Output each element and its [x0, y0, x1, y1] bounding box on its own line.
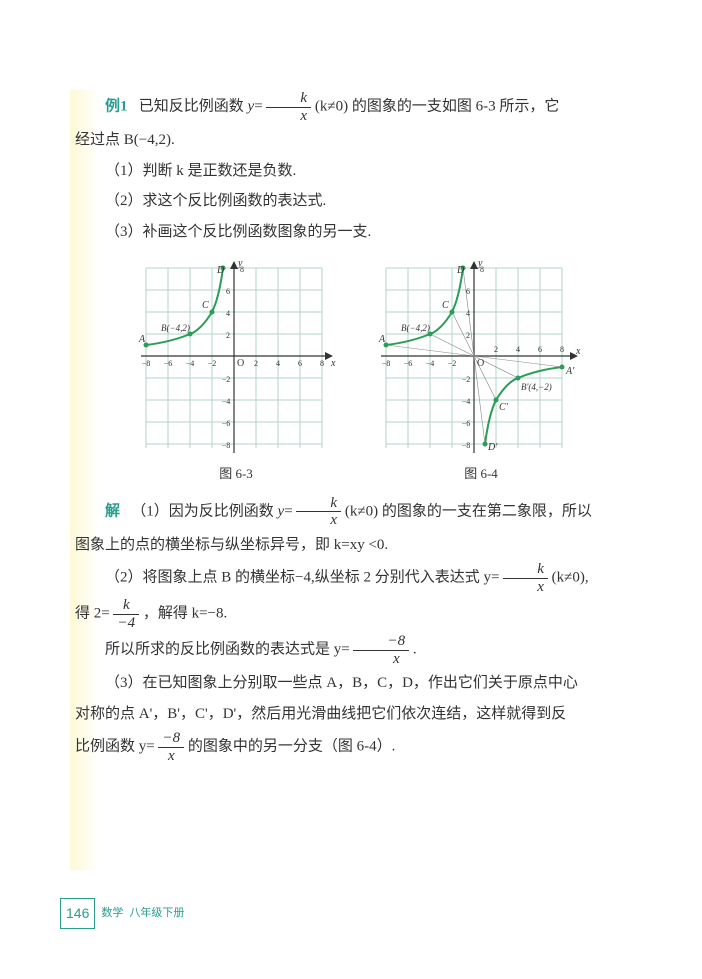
- example-label: 例1: [105, 98, 128, 114]
- ans1-prefix: （1）因为反比例函数: [131, 503, 277, 519]
- svg-text:−8: −8: [462, 441, 471, 450]
- page-footer: 146 数学 八年级下册: [60, 898, 184, 929]
- ans3-suffix: (k≠0),: [552, 570, 589, 586]
- svg-text:4: 4: [226, 309, 230, 318]
- figure-caption-1: 图 6-3: [131, 462, 341, 487]
- svg-text:A: A: [378, 334, 386, 345]
- svg-text:−2: −2: [448, 359, 457, 368]
- svg-text:x: x: [330, 358, 336, 369]
- intro-prefix: 已知反比例函数: [139, 98, 248, 114]
- page-number: 146: [60, 898, 95, 929]
- fraction-k-x: k x: [266, 90, 311, 124]
- svg-text:6: 6: [226, 287, 230, 296]
- figures-container: y x O D 8 C B(−4,2) A −8−6−4−2 2468 642 …: [75, 258, 647, 487]
- answer-label: 解: [105, 503, 120, 519]
- answer-p6: （3）在已知图象上分别取一些点 A，B，C，D，作出它们关于原点中心: [75, 669, 647, 698]
- svg-text:8: 8: [560, 345, 564, 354]
- svg-text:C: C: [442, 300, 449, 311]
- svg-text:D: D: [216, 265, 225, 276]
- svg-text:B'(4,−2): B'(4,−2): [521, 382, 552, 392]
- svg-text:A: A: [138, 334, 146, 345]
- chart-6-4: y x O D 8 C B(−4,2) A A' B'(4,−2) C' D' …: [371, 258, 591, 458]
- svg-text:C': C': [499, 402, 509, 413]
- svg-text:−4: −4: [426, 359, 435, 368]
- svg-text:B(−4,2): B(−4,2): [161, 323, 190, 333]
- ans1-mid: (k≠0) 的图象的一支在第二象限，所以: [345, 503, 592, 519]
- point-line: 经过点 B(−4,2).: [75, 126, 647, 155]
- page-body: 例1 已知反比例函数 y= k x (k≠0) 的图象的一支如图 6-3 所示，…: [0, 0, 702, 806]
- svg-text:−2: −2: [208, 359, 217, 368]
- svg-text:B(−4,2): B(−4,2): [401, 323, 430, 333]
- answer-p5: 所以所求的反比例函数的表达式是 y= −8x .: [75, 633, 647, 667]
- svg-text:−6: −6: [164, 359, 173, 368]
- svg-text:4: 4: [466, 309, 470, 318]
- svg-text:D': D': [487, 442, 498, 453]
- ans8-prefix: 比例函数 y=: [75, 739, 155, 755]
- svg-text:−6: −6: [222, 419, 231, 428]
- svg-text:−8: −8: [222, 441, 231, 450]
- figure-caption-2: 图 6-4: [371, 462, 591, 487]
- svg-text:C: C: [202, 300, 209, 311]
- svg-text:−6: −6: [404, 359, 413, 368]
- svg-text:2: 2: [226, 331, 230, 340]
- ans3-prefix: （2）将图象上点 B 的横坐标−4,纵坐标 2 分别代入表达式 y=: [105, 570, 499, 586]
- denominator: x: [266, 108, 311, 125]
- var-y: y: [248, 98, 255, 114]
- svg-text:4: 4: [276, 359, 280, 368]
- svg-text:D: D: [456, 265, 465, 276]
- svg-text:O: O: [237, 358, 244, 369]
- q3: （3）补画这个反比例函数图象的另一支.: [75, 218, 647, 247]
- answer-p3: （2）将图象上点 B 的横坐标−4,纵坐标 2 分别代入表达式 y= kx (k…: [75, 561, 647, 595]
- q2: （2）求这个反比例函数的表达式.: [75, 187, 647, 216]
- svg-text:8: 8: [320, 359, 324, 368]
- ans5-suffix: .: [413, 642, 417, 658]
- svg-text:8: 8: [480, 265, 484, 274]
- figure-6-3: y x O D 8 C B(−4,2) A −8−6−4−2 2468 642 …: [131, 258, 341, 487]
- numerator: k: [266, 90, 311, 108]
- svg-text:−2: −2: [462, 375, 471, 384]
- svg-text:6: 6: [538, 345, 542, 354]
- svg-text:−8: −8: [142, 359, 151, 368]
- svg-text:6: 6: [298, 359, 302, 368]
- ans8-suffix: 的图象中的另一分支（图 6-4）.: [188, 739, 396, 755]
- answer-p7: 对称的点 A'，B'，C'，D'，然后用光滑曲线把它们依次连结，这样就得到反: [75, 700, 647, 729]
- ans4-prefix: 得 2=: [75, 606, 110, 622]
- svg-text:−4: −4: [186, 359, 195, 368]
- example-intro: 例1 已知反比例函数 y= k x (k≠0) 的图象的一支如图 6-3 所示，…: [75, 90, 647, 124]
- svg-text:6: 6: [466, 287, 470, 296]
- svg-text:4: 4: [516, 345, 520, 354]
- svg-text:−4: −4: [222, 397, 231, 406]
- answer-p2: 图象上的点的横坐标与纵坐标异号，即 k=xy <0.: [75, 531, 647, 560]
- figure-6-4: y x O D 8 C B(−4,2) A A' B'(4,−2) C' D' …: [371, 258, 591, 487]
- ans4-suffix: ，解得 k=−8.: [143, 606, 227, 622]
- svg-text:2: 2: [254, 359, 258, 368]
- svg-text:8: 8: [240, 265, 244, 274]
- ans5-prefix: 所以所求的反比例函数的表达式是 y=: [105, 642, 350, 658]
- answer-p1: 解 （1）因为反比例函数 y= kx (k≠0) 的图象的一支在第二象限，所以: [75, 495, 647, 529]
- q1: （1）判断 k 是正数还是负数.: [75, 157, 647, 186]
- svg-text:−8: −8: [382, 359, 391, 368]
- answer-p4: 得 2= k−4 ，解得 k=−8.: [75, 597, 647, 631]
- svg-text:2: 2: [466, 331, 470, 340]
- chart-6-3: y x O D 8 C B(−4,2) A −8−6−4−2 2468 642 …: [131, 258, 341, 458]
- svg-text:−4: −4: [462, 397, 471, 406]
- footer-grade: 八年级下册: [129, 903, 184, 924]
- svg-text:2: 2: [494, 345, 498, 354]
- footer-subject: 数学: [101, 903, 123, 924]
- svg-text:A': A': [565, 366, 575, 377]
- svg-text:O: O: [477, 358, 484, 369]
- intro-suffix: 的图象的一支如图 6-3 所示，它: [352, 98, 560, 114]
- svg-text:−2: −2: [222, 375, 231, 384]
- answer-p8: 比例函数 y= −8x 的图象中的另一分支（图 6-4）.: [75, 730, 647, 764]
- svg-text:x: x: [575, 346, 581, 357]
- svg-text:−6: −6: [462, 419, 471, 428]
- cond: (k≠0): [315, 98, 348, 114]
